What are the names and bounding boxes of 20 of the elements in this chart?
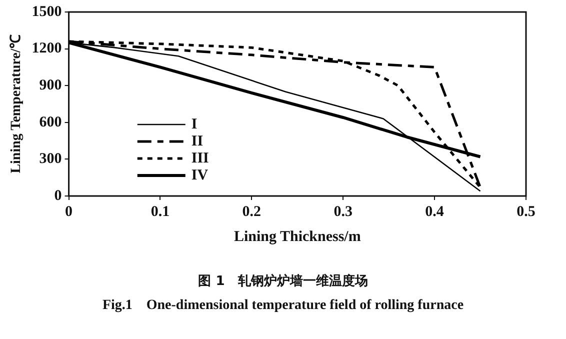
legend-label: III <box>191 150 210 166</box>
x-tick-label: 0 <box>65 204 73 220</box>
y-tick-label: 600 <box>39 114 62 130</box>
x-tick-label: 0.1 <box>150 204 170 220</box>
y-axis-title: Lining Temperature/℃ <box>9 34 24 174</box>
legend-label: IV <box>191 167 208 184</box>
y-tick-label: 1200 <box>32 40 62 57</box>
x-tick-label: 0.5 <box>516 204 536 220</box>
y-tick-label: 0 <box>54 188 62 204</box>
y-tick-label: 300 <box>39 151 62 168</box>
legend-label: II <box>191 133 204 150</box>
text: Fig.1 One-dimensional temperature field of rolling furnace <box>101 297 465 314</box>
y-tick-label: 900 <box>39 77 62 94</box>
x-tick-label: 0.2 <box>242 204 262 220</box>
y-tick-label: 1500 <box>32 4 62 20</box>
x-tick-label: 0.3 <box>334 204 352 220</box>
legend-label: I <box>191 116 198 132</box>
x-tick-label: 0.4 <box>425 204 444 220</box>
text: 图 1 轧钢炉炉墙一维温度场 <box>197 272 369 290</box>
x-axis-title: Lining Thickness/m <box>234 228 362 245</box>
